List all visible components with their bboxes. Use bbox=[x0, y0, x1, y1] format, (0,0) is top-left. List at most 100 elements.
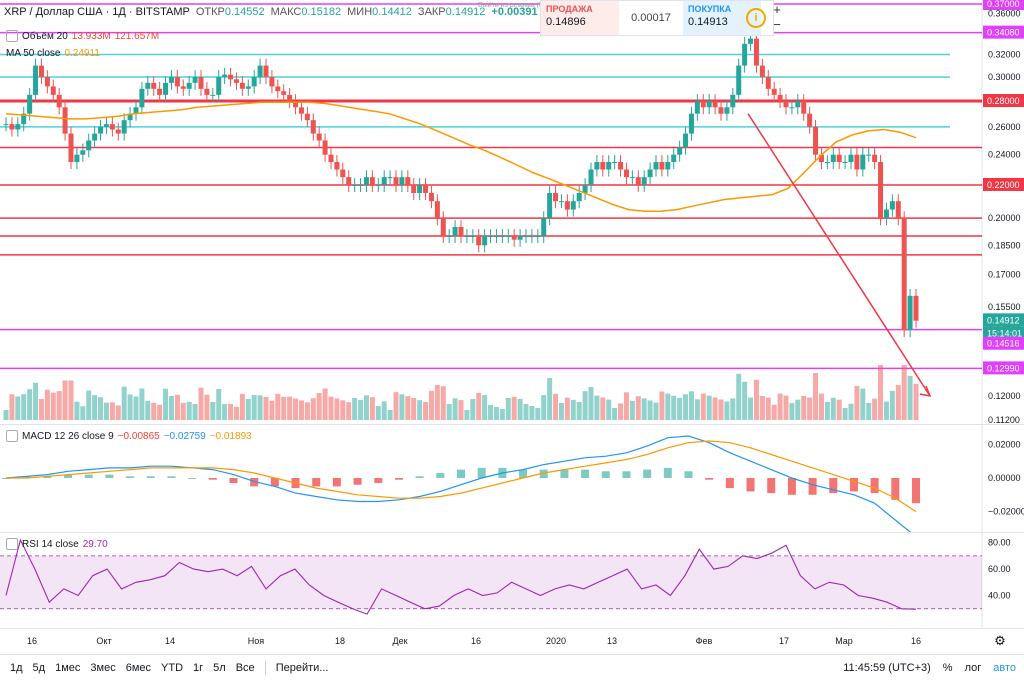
percent-toggle[interactable]: % bbox=[942, 662, 953, 674]
volume-bar bbox=[824, 402, 830, 420]
candle-body bbox=[281, 91, 287, 95]
buy-button[interactable]: ПОКУПКА 0.14913 bbox=[683, 1, 761, 35]
time-axis-label: Окт bbox=[96, 636, 111, 646]
volume-bar bbox=[50, 392, 56, 420]
volume-bar bbox=[588, 386, 594, 420]
candle-body bbox=[529, 236, 535, 238]
volume-bar bbox=[9, 394, 15, 420]
volume-bar bbox=[777, 393, 783, 420]
eye-icon[interactable] bbox=[6, 538, 18, 550]
volume-bar bbox=[157, 404, 163, 420]
volume-bar bbox=[62, 380, 68, 420]
candle-body bbox=[127, 113, 133, 121]
info-icon[interactable]: i bbox=[746, 8, 766, 28]
sell-button[interactable]: ПРОДАЖА 0.14896 bbox=[541, 1, 619, 35]
volume-bar bbox=[316, 393, 322, 420]
volume-bar bbox=[724, 401, 730, 420]
candle-body bbox=[180, 86, 186, 89]
auto-toggle[interactable]: авто bbox=[993, 662, 1016, 674]
zoom-in-button[interactable]: + bbox=[773, 2, 781, 17]
candle-body bbox=[488, 236, 494, 238]
candle-body bbox=[547, 192, 553, 219]
macd-histogram-bar bbox=[746, 478, 755, 492]
volume-bar bbox=[245, 398, 251, 420]
rsi-axis-label: 80.00 bbox=[988, 538, 1011, 548]
macd-pane[interactable]: 0.02000 0.00000 −0.02000 bbox=[0, 424, 1024, 533]
clock[interactable]: 11:45:59 (UTC+3) bbox=[843, 662, 931, 674]
candle-body bbox=[582, 184, 588, 193]
candle-body bbox=[706, 101, 712, 108]
price-pane[interactable]: 0.36000 0.32000 0.30000 0.28000 0.26000 0.240… bbox=[0, 0, 1024, 425]
time-axis-label: 2020 bbox=[546, 636, 566, 646]
candle-body bbox=[464, 236, 470, 238]
macd-line bbox=[5, 435, 912, 532]
macd-legend: MACD 12 26 close 9 −0.00865 −0.02759 −0.… bbox=[6, 430, 252, 442]
volume-bar bbox=[647, 400, 653, 420]
candle-body bbox=[801, 101, 807, 114]
range-button[interactable]: YTD bbox=[161, 662, 184, 674]
range-button[interactable]: 1мес bbox=[55, 662, 81, 674]
candle-body bbox=[511, 236, 517, 240]
macd-histogram-bar bbox=[663, 467, 672, 478]
candle-body bbox=[145, 82, 151, 89]
candle-body bbox=[381, 177, 387, 185]
macd-axis-label: 0.02000 bbox=[988, 439, 1021, 449]
spread-value: 0.00017 bbox=[631, 12, 671, 24]
macd-histogram-bar bbox=[64, 474, 73, 478]
volume-bar bbox=[192, 404, 198, 420]
volume-bar bbox=[742, 381, 748, 420]
range-button[interactable]: 1г bbox=[193, 662, 204, 674]
time-axis-label: Ноя bbox=[248, 636, 265, 646]
macd-histogram-bar bbox=[643, 469, 652, 478]
candle-body bbox=[694, 101, 700, 114]
range-button[interactable]: Все bbox=[235, 662, 255, 674]
candle-body bbox=[163, 82, 169, 95]
candle-body bbox=[765, 77, 771, 89]
log-toggle[interactable]: лог bbox=[964, 662, 982, 674]
volume-bar bbox=[121, 386, 127, 420]
eye-icon[interactable] bbox=[6, 430, 18, 442]
time-axis-label: Мар bbox=[835, 636, 853, 646]
eye-icon[interactable] bbox=[6, 30, 18, 42]
range-button[interactable]: 1д bbox=[10, 662, 23, 674]
range-button[interactable]: 6мес bbox=[125, 662, 152, 674]
candle-body bbox=[9, 124, 15, 130]
range-button[interactable]: 3мес bbox=[90, 662, 116, 674]
symbol-title[interactable]: XRP / Доллар США · 1Д · BITSTAMP bbox=[4, 6, 190, 18]
volume-bar bbox=[151, 402, 157, 420]
volume-bar bbox=[381, 401, 387, 420]
volume-bar bbox=[328, 396, 334, 420]
divider bbox=[264, 661, 266, 675]
candle-body bbox=[263, 65, 269, 78]
candle-body bbox=[369, 177, 375, 185]
goto-button[interactable]: Перейти... bbox=[275, 662, 329, 674]
candle-body bbox=[310, 120, 316, 134]
price-chart[interactable]: 0.36000 0.32000 0.30000 0.28000 0.26000 0.240… bbox=[0, 0, 1024, 424]
rsi-chart[interactable]: 80.00 60.00 40.00 bbox=[0, 532, 1024, 628]
candle-body bbox=[192, 77, 198, 83]
candle-body bbox=[795, 101, 801, 108]
macd-chart[interactable]: 0.02000 0.00000 −0.02000 bbox=[0, 424, 1024, 532]
candle-body bbox=[3, 124, 9, 126]
candle-body bbox=[671, 154, 677, 163]
time-axis-label: 16 bbox=[471, 636, 481, 646]
candle-body bbox=[730, 94, 736, 108]
price-axis-bg bbox=[982, 0, 1024, 424]
macd-histogram-bar bbox=[22, 476, 31, 478]
rsi-pane[interactable]: 80.00 60.00 40.00 bbox=[0, 532, 1024, 629]
candle-body bbox=[428, 192, 434, 202]
volume-bar bbox=[807, 397, 813, 420]
exit-hint[interactable]: Выйти из режима (ESC) bbox=[478, 2, 540, 9]
candle-body bbox=[103, 124, 109, 127]
zoom-out-button[interactable]: − bbox=[773, 17, 781, 32]
candle-body bbox=[411, 184, 417, 193]
range-button[interactable]: 5л bbox=[213, 662, 226, 674]
volume-bar bbox=[830, 397, 836, 420]
volume-bar bbox=[393, 392, 399, 420]
trend-arrow-head bbox=[919, 385, 932, 397]
volume-bar bbox=[80, 406, 86, 420]
candle-body bbox=[133, 107, 139, 114]
range-button[interactable]: 5д bbox=[32, 662, 46, 674]
volume-bar bbox=[298, 400, 304, 420]
volume-bar bbox=[428, 390, 434, 420]
